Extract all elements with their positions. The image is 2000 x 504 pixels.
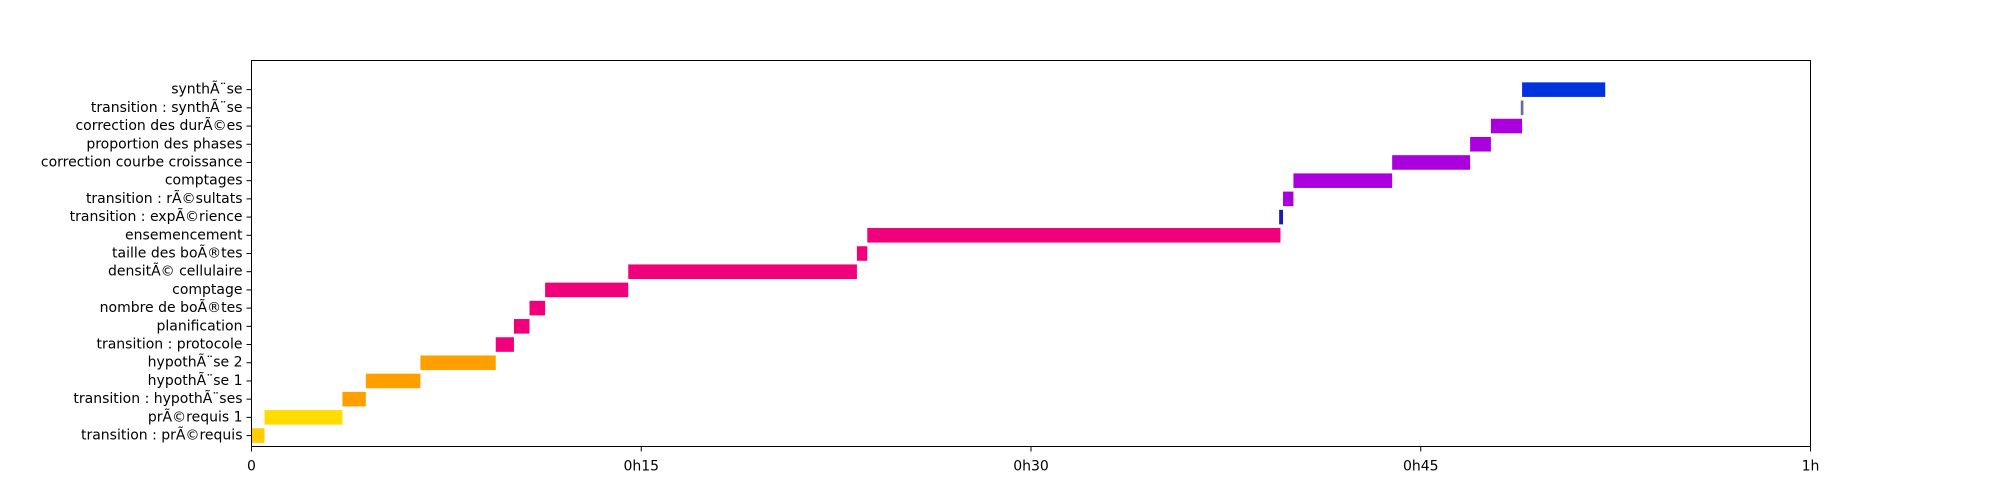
- gantt-bar: [856, 246, 868, 261]
- gantt-bar: [251, 428, 265, 443]
- x-tick-label: 0h15: [623, 459, 659, 475]
- y-tick-label: planification: [156, 318, 242, 334]
- gantt-bar: [365, 373, 421, 389]
- y-tick-label: proportion des phases: [86, 136, 242, 152]
- y-tick-label: hypothÃ¨se 1: [148, 372, 243, 389]
- gantt-bar: [1392, 155, 1471, 170]
- y-tick-label: ensemencement: [125, 227, 243, 243]
- y-tick-label: comptage: [172, 282, 242, 298]
- y-tick-label: correction des durÃ©es: [75, 117, 242, 134]
- y-tick-label: transition : rÃ©sultats: [86, 190, 243, 207]
- gantt-bar: [1522, 82, 1606, 97]
- gantt-bar: [264, 410, 343, 425]
- x-tick-label: 0h30: [1013, 459, 1049, 475]
- gantt-bar: [1490, 118, 1523, 134]
- gantt-bar: [1470, 136, 1491, 152]
- x-axis: 0 0h15 0h30 0h45 1h: [247, 446, 1820, 475]
- plot-frame: [251, 60, 1811, 447]
- bars-layer: [251, 82, 1606, 443]
- gantt-bar: [1279, 209, 1284, 225]
- gantt-bar: [1520, 100, 1524, 116]
- gantt-bar: [529, 300, 546, 316]
- y-tick-label: transition : expÃ©rience: [70, 208, 243, 225]
- x-tick-label: 0: [247, 459, 256, 475]
- gantt-bar: [867, 228, 1281, 243]
- y-tick-label: hypothÃ¨se 2: [148, 354, 243, 371]
- y-tick-label: transition : synthÃ¨se: [91, 99, 243, 116]
- gantt-bar: [1293, 173, 1393, 188]
- gantt-bar: [342, 391, 366, 407]
- y-tick-label: comptages: [165, 173, 243, 189]
- y-tick-label: correction courbe croissance: [41, 154, 243, 170]
- gantt-bar: [513, 319, 530, 334]
- y-tick-label: transition : hypothÃ¨ses: [73, 390, 242, 407]
- gantt-bar: [628, 264, 857, 279]
- gantt-bar: [1283, 191, 1294, 207]
- y-tick-label: taille des boÃ®tes: [112, 245, 242, 262]
- y-tick-label: prÃ©requis 1: [148, 408, 243, 425]
- y-tick-label: synthÃ¨se: [171, 81, 242, 98]
- gantt-bar: [545, 282, 629, 298]
- x-tick-label: 1h: [1802, 459, 1820, 475]
- y-tick-label: transition : protocole: [96, 337, 242, 353]
- gantt-bar: [420, 355, 496, 371]
- y-tick-label: densitÃ© cellulaire: [108, 263, 242, 280]
- y-tick-label: nombre de boÃ®tes: [100, 299, 243, 316]
- y-tick-label: transition : prÃ©requis: [81, 427, 243, 444]
- x-tick-label: 0h45: [1403, 459, 1439, 475]
- gantt-bar: [495, 337, 514, 352]
